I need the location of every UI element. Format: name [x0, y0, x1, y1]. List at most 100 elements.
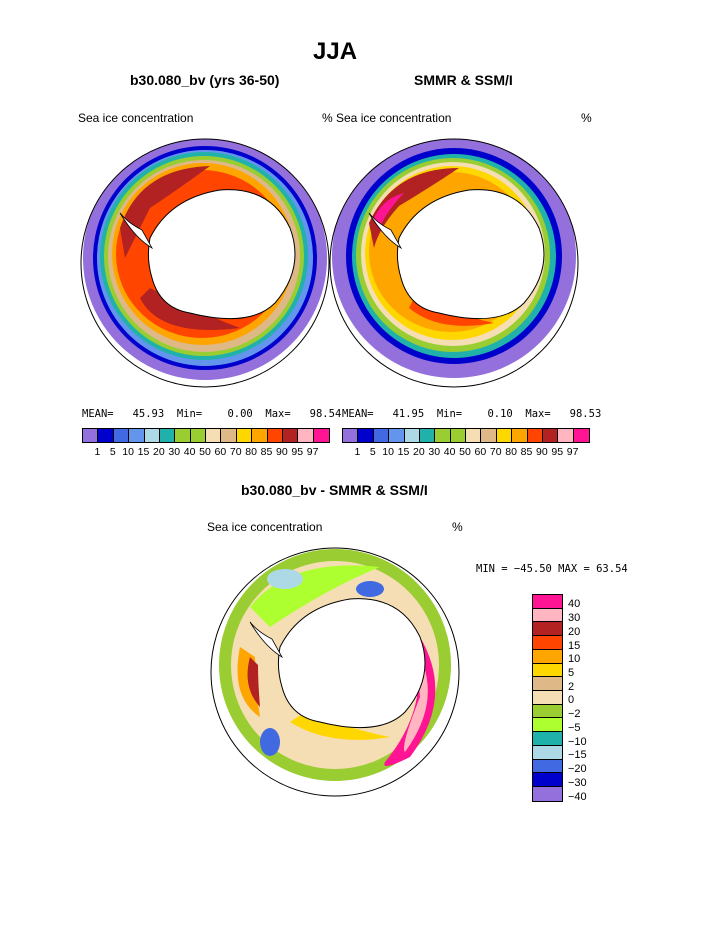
colorbar-tick-label: 2 — [568, 680, 575, 693]
colorbar-swatch — [190, 429, 206, 442]
colorbar-swatch — [573, 429, 589, 442]
colorbar-tick-label: 95 — [291, 446, 304, 458]
colorbar-tick-label: −10 — [568, 735, 587, 748]
colorbar-tick-label: 1 — [94, 446, 101, 458]
colorbar-tick-label: 90 — [536, 446, 548, 458]
left-colorbar — [82, 428, 330, 443]
colorbar-tick-label: 40 — [183, 446, 196, 458]
colorbar-swatch — [206, 429, 222, 442]
colorbar-swatch — [533, 636, 562, 650]
colorbar-swatch — [533, 745, 562, 760]
colorbar-tick-label: 85 — [520, 446, 533, 458]
colorbar-tick-label: 85 — [260, 446, 273, 458]
colorbar-swatch — [435, 429, 451, 442]
colorbar-swatch — [404, 429, 420, 442]
colorbar-tick-label: −15 — [568, 749, 587, 762]
left-panel-label: Sea ice concentration — [78, 111, 194, 125]
antarctica — [147, 189, 296, 320]
colorbar-swatch — [282, 429, 299, 442]
colorbar-tick-label: −40 — [568, 790, 587, 803]
diff-minmax: MIN = −45.50 MAX = 63.54 — [476, 563, 628, 575]
colorbar-tick-label: 90 — [276, 446, 288, 458]
colorbar-tick-label: 40 — [443, 446, 456, 458]
right-panel-unit: % — [581, 111, 592, 125]
colorbar-tick-label: 10 — [568, 653, 581, 666]
colorbar-tick-label: 60 — [214, 446, 227, 458]
left-polar-map — [80, 138, 330, 388]
difference-polar-map — [210, 547, 460, 797]
colorbar-tick-label: 80 — [245, 446, 257, 458]
colorbar-swatch — [113, 429, 130, 442]
colorbar-swatch — [533, 787, 562, 801]
colorbar-swatch — [450, 429, 466, 442]
colorbar-swatch — [83, 429, 99, 442]
colorbar-tick-label: 20 — [153, 446, 165, 458]
colorbar-tick-label: −20 — [568, 763, 587, 776]
colorbar-tick-label: 15 — [568, 639, 581, 652]
colorbar-tick-label: 30 — [168, 446, 181, 458]
colorbar-tick-label: −2 — [568, 708, 581, 721]
colorbar-swatch — [343, 429, 359, 442]
colorbar-swatch — [542, 429, 559, 442]
colorbar-swatch — [512, 429, 528, 442]
colorbar-tick-label: 50 — [459, 446, 471, 458]
antarctic-peninsula — [119, 212, 154, 250]
colorbar-swatch — [252, 429, 268, 442]
colorbar-swatch — [481, 429, 497, 442]
diff-panel-title: b30.080_bv - SMMR & SSM/I — [241, 482, 428, 498]
colorbar-swatch — [313, 429, 329, 442]
colorbar-swatch — [533, 622, 562, 637]
right-colorbar — [342, 428, 590, 443]
page-title: JJA — [313, 38, 358, 65]
left-panel-title: b30.080_bv (yrs 36-50) — [130, 72, 280, 88]
colorbar-tick-label: 30 — [568, 612, 581, 625]
colorbar-tick-label: 50 — [199, 446, 211, 458]
colorbar-tick-label: 97 — [566, 446, 579, 458]
colorbar-tick-label: 15 — [397, 446, 410, 458]
colorbar-swatch — [129, 429, 145, 442]
colorbar-swatch — [533, 691, 562, 705]
colorbar-swatch — [533, 732, 562, 746]
right-panel-title: SMMR & SSM/I — [414, 72, 513, 88]
colorbar-tick-label: 0 — [568, 694, 575, 707]
colorbar-swatch — [533, 608, 562, 623]
colorbar-tick-label: 10 — [382, 446, 394, 458]
colorbar-swatch — [298, 429, 314, 442]
colorbar-tick-label: 5 — [568, 666, 575, 679]
colorbar-swatch — [221, 429, 237, 442]
colorbar-tick-label: −5 — [568, 721, 581, 734]
colorbar-swatch — [358, 429, 374, 442]
colorbar-tick-label: 10 — [122, 446, 134, 458]
colorbar-swatch — [267, 429, 283, 442]
colorbar-swatch — [373, 429, 390, 442]
right-polar-map — [329, 138, 579, 388]
colorbar-swatch — [496, 429, 513, 442]
colorbar-swatch — [175, 429, 191, 442]
colorbar-swatch — [159, 429, 176, 442]
diff-panel-unit: % — [452, 520, 463, 534]
colorbar-swatch — [533, 718, 562, 733]
colorbar-tick-label: 20 — [413, 446, 425, 458]
colorbar-tick-label: 70 — [489, 446, 502, 458]
colorbar-swatch — [533, 663, 562, 678]
colorbar-swatch — [389, 429, 405, 442]
colorbar-swatch — [533, 704, 562, 719]
colorbar-swatch — [98, 429, 114, 442]
right-stats: MEAN= 41.95 Min= 0.10 Max= 98.53 — [342, 408, 602, 420]
colorbar-swatch — [533, 773, 562, 788]
colorbar-swatch — [558, 429, 574, 442]
left-stats: MEAN= 45.93 Min= 0.00 Max= 98.54 — [82, 408, 342, 420]
colorbar-swatch — [533, 649, 562, 664]
colorbar-tick-label: 60 — [474, 446, 487, 458]
colorbar-swatch — [466, 429, 482, 442]
colorbar-tick-label: 15 — [137, 446, 150, 458]
colorbar-tick-label: 20 — [568, 625, 581, 638]
colorbar-tick-label: 95 — [551, 446, 564, 458]
colorbar-swatch — [236, 429, 253, 442]
colorbar-tick-label: 5 — [109, 446, 116, 458]
colorbar-swatch — [533, 595, 562, 609]
right-panel-label: % Sea ice concentration — [322, 111, 452, 125]
colorbar-tick-label: 80 — [505, 446, 517, 458]
colorbar-swatch — [533, 677, 562, 692]
colorbar-tick-label: 70 — [229, 446, 242, 458]
